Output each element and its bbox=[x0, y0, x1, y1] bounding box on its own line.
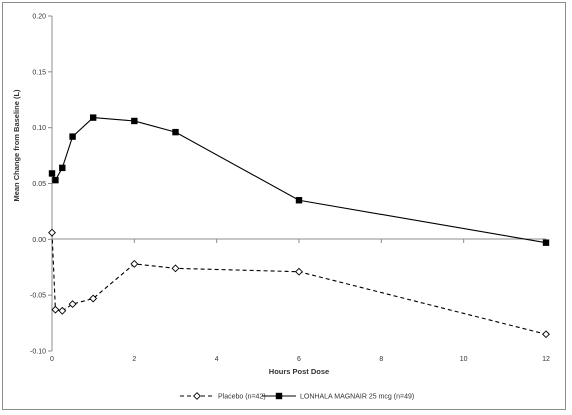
legend-label: LONHALA MAGNAIR 25 mcg (n=49) bbox=[300, 394, 414, 401]
data-point bbox=[295, 267, 303, 276]
y-tick-label: -0.05 bbox=[30, 293, 46, 300]
data-point bbox=[68, 300, 77, 309]
data-point bbox=[51, 305, 60, 314]
data-point bbox=[89, 114, 97, 121]
x-tick-label: 6 bbox=[297, 356, 301, 363]
data-point bbox=[171, 264, 180, 273]
y-tick-label: 0.05 bbox=[32, 181, 46, 188]
legend-marker bbox=[193, 392, 201, 400]
x-axis-title: Hours Post Dose bbox=[269, 367, 329, 376]
data-point bbox=[48, 170, 56, 177]
data-point bbox=[59, 164, 66, 172]
chart-frame bbox=[2, 2, 566, 410]
data-point bbox=[48, 228, 56, 237]
data-point bbox=[69, 133, 76, 140]
y-axis-title: Mean Change from Baseline (L) bbox=[12, 89, 21, 202]
x-tick-label: 8 bbox=[379, 356, 383, 363]
series-line bbox=[51, 232, 547, 335]
legend-label: Placebo (n=42) bbox=[218, 394, 266, 401]
legend: Placebo (n=42) LONHALA MAGNAIR 25 mcg (n=… bbox=[180, 392, 414, 401]
y-tick-label: -0.10 bbox=[30, 349, 46, 356]
data-point bbox=[131, 117, 138, 125]
y-tick-label: 0.10 bbox=[32, 125, 46, 132]
data-point bbox=[172, 128, 179, 136]
data-point bbox=[58, 306, 67, 315]
y-tick-label: 0.15 bbox=[32, 69, 46, 76]
data-point bbox=[89, 294, 98, 303]
axes: 0.20 0.15 0.10 0.05 0.00 -0.05 -0.10 0 2 4 6 8 10 12 bbox=[30, 14, 550, 364]
x-tick-label: 10 bbox=[460, 356, 468, 363]
y-tick-label: 0.20 bbox=[32, 14, 46, 21]
series-line bbox=[51, 117, 547, 244]
x-tick-label: 4 bbox=[215, 356, 219, 363]
x-tick-label: 0 bbox=[50, 356, 54, 363]
series-1 bbox=[48, 228, 550, 339]
data-point bbox=[130, 259, 139, 268]
x-tick-label: 2 bbox=[132, 356, 136, 363]
data-point bbox=[52, 176, 59, 184]
data-point bbox=[542, 330, 550, 339]
legend-marker bbox=[275, 392, 283, 400]
y-tick-label: 0.00 bbox=[32, 237, 46, 244]
x-tick-label: 12 bbox=[542, 356, 550, 363]
data-point bbox=[295, 197, 303, 204]
series-layer bbox=[48, 114, 550, 339]
data-point bbox=[542, 239, 550, 246]
series-2 bbox=[48, 114, 550, 246]
